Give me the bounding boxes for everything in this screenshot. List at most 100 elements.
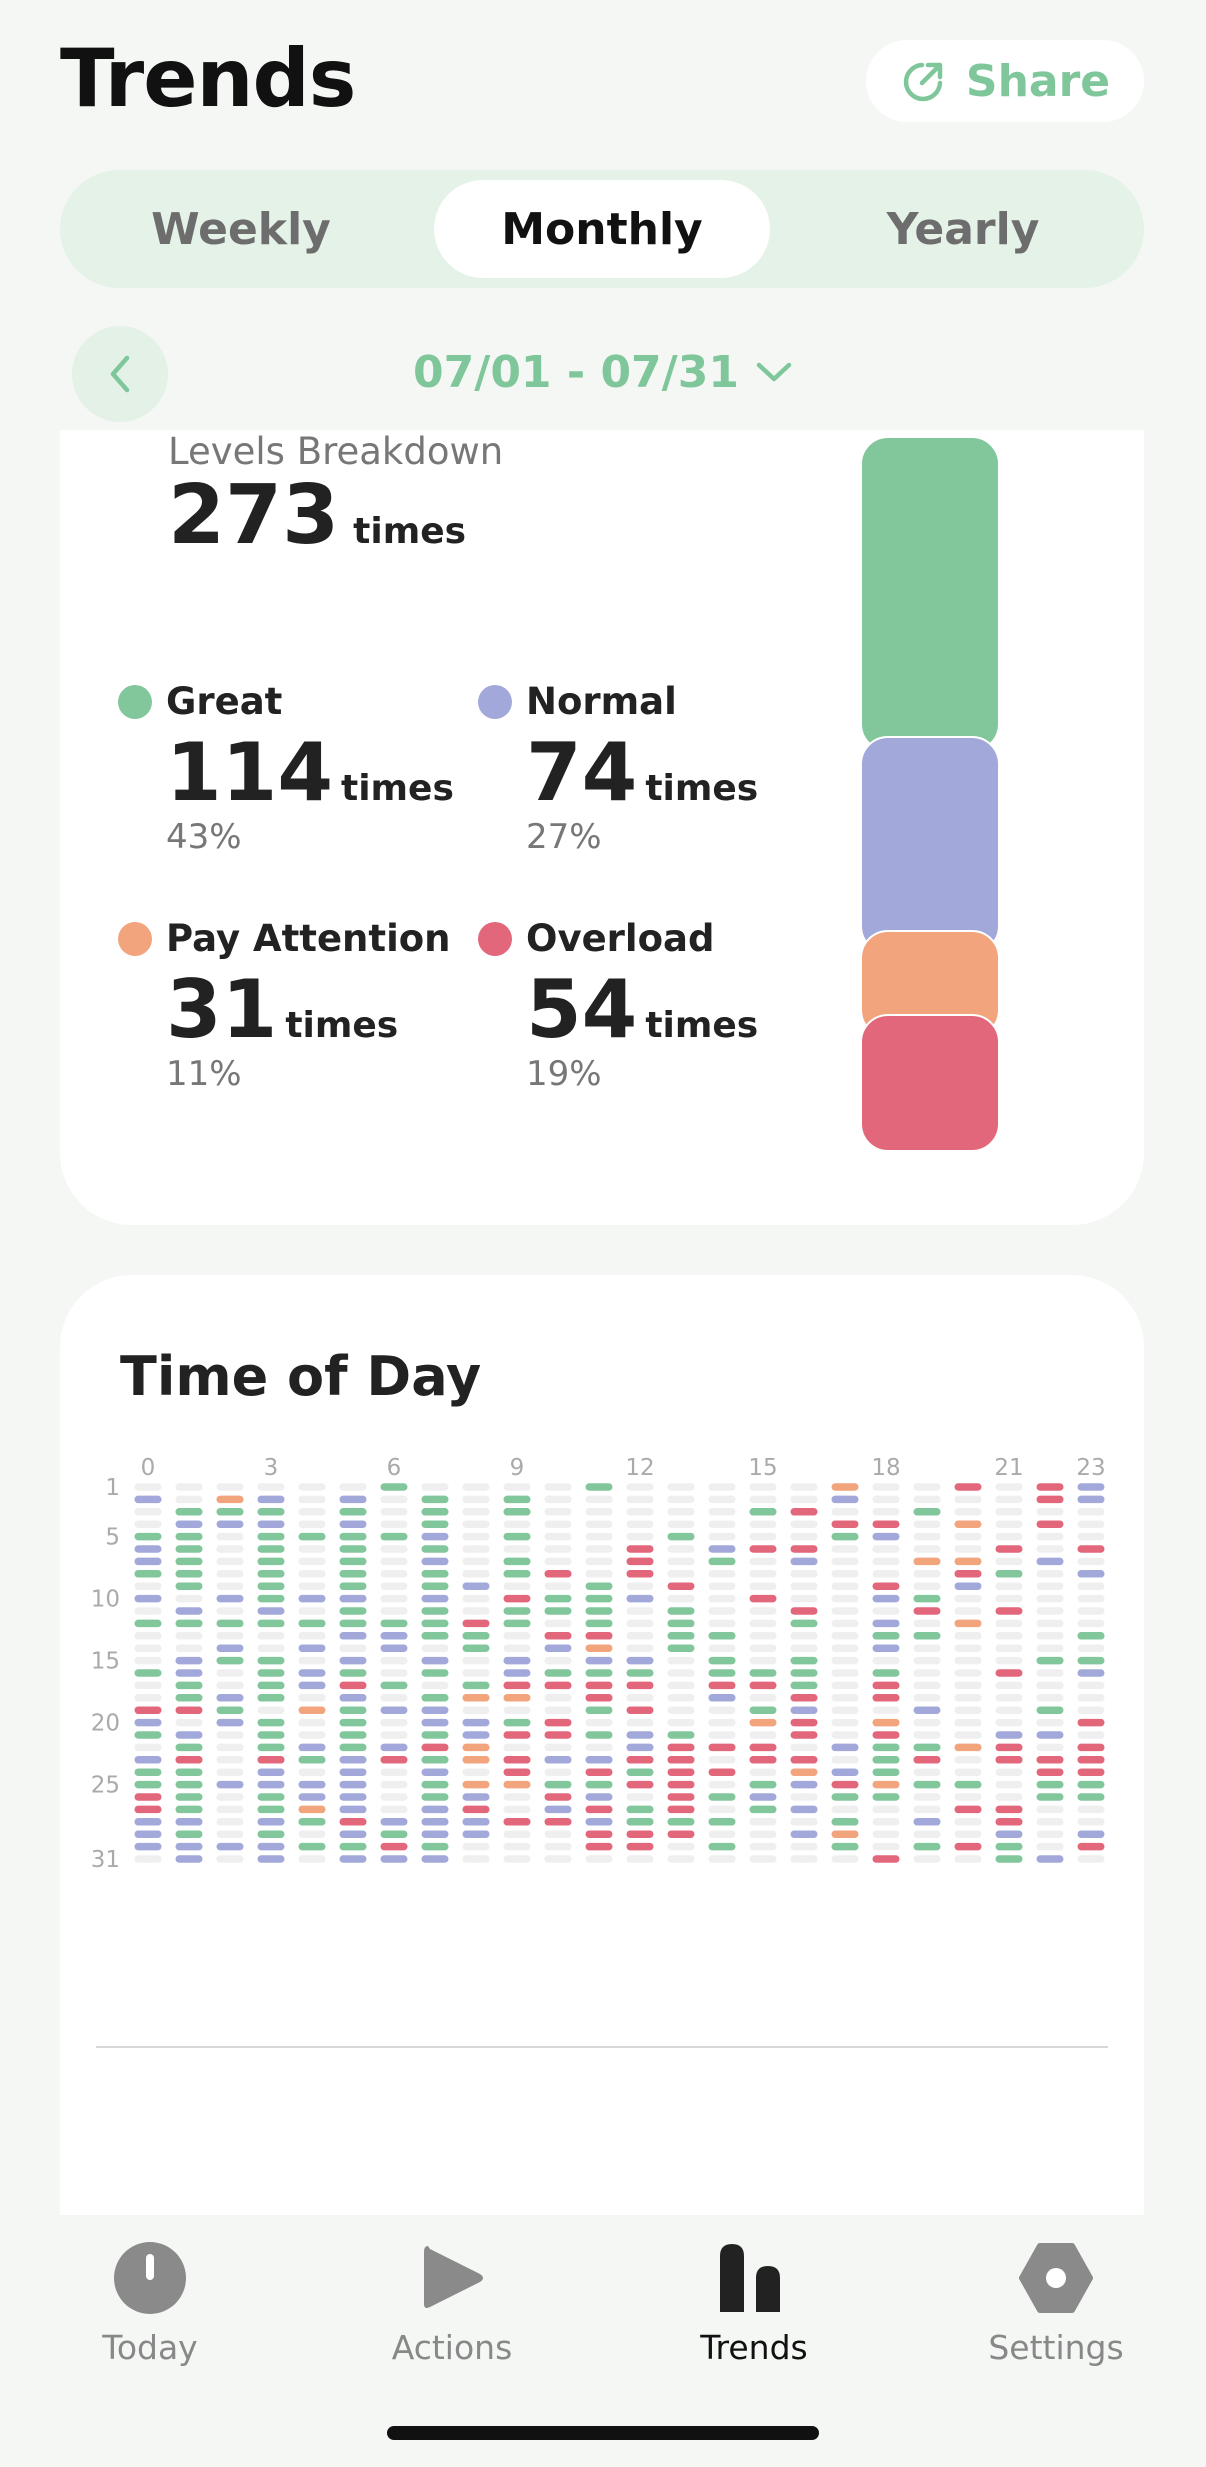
- heatmap-cell: [1077, 1570, 1105, 1578]
- heatmap-cell: [626, 1520, 654, 1528]
- heatmap-cell: [667, 1830, 695, 1838]
- tab-monthly[interactable]: Monthly: [434, 180, 770, 278]
- heatmap-cell: [790, 1656, 818, 1665]
- heatmap-cell: [544, 1731, 572, 1739]
- heatmap-cell: [831, 1830, 859, 1838]
- heatmap-cell: [298, 1483, 326, 1491]
- heatmap-cell: [667, 1718, 695, 1727]
- heatmap-cell: [1077, 1706, 1105, 1714]
- x-tick-label: 23: [1076, 1455, 1105, 1481]
- heatmap-cell: [626, 1669, 654, 1677]
- heatmap-cell: [175, 1718, 203, 1727]
- nav-item-settings[interactable]: Settings: [936, 2240, 1176, 2367]
- heatmap-cell: [544, 1570, 572, 1578]
- heatmap-cell: [913, 1483, 941, 1491]
- heatmap-cell: [216, 1619, 244, 1628]
- heatmap-cell: [503, 1607, 531, 1615]
- heatmap-cell: [380, 1607, 408, 1615]
- heatmap-cell: [626, 1632, 654, 1640]
- heatmap-cell: [954, 1706, 982, 1714]
- heatmap-cell: [339, 1842, 367, 1851]
- heatmap-cell: [339, 1483, 367, 1491]
- heatmap-cell: [872, 1743, 900, 1752]
- heatmap-cell: [872, 1731, 900, 1739]
- nav-item-today[interactable]: Today: [30, 2240, 270, 2367]
- heatmap-cell: [667, 1731, 695, 1739]
- heatmap-cell: [749, 1718, 777, 1727]
- nav-label: Settings: [988, 2328, 1124, 2367]
- heatmap-cell: [708, 1495, 736, 1504]
- heatmap-cell: [995, 1669, 1023, 1677]
- heatmap-cell: [544, 1483, 572, 1491]
- heatmap-cell: [1077, 1681, 1105, 1690]
- nav-item-trends[interactable]: Trends: [634, 2240, 874, 2367]
- heatmap-cell: [134, 1656, 162, 1665]
- heatmap-cell: [790, 1495, 818, 1504]
- heatmap-cell: [913, 1855, 941, 1863]
- heatmap-cell: [995, 1619, 1023, 1628]
- chevron-down-icon: [756, 362, 792, 382]
- heatmap-cell: [298, 1557, 326, 1566]
- tab-weekly[interactable]: Weekly: [151, 203, 331, 255]
- heatmap-cell: [134, 1855, 162, 1863]
- heatmap-cell: [298, 1508, 326, 1516]
- heatmap-cell: [503, 1508, 531, 1516]
- heatmap-cell: [380, 1681, 408, 1690]
- heatmap-cell: [831, 1483, 859, 1491]
- level-percent: 19%: [526, 1054, 602, 1094]
- heatmap-cell: [1036, 1805, 1064, 1814]
- y-tick-label: 20: [91, 1711, 120, 1737]
- heatmap-cell: [749, 1805, 777, 1814]
- heatmap-cell: [790, 1793, 818, 1801]
- heatmap-cell: [749, 1570, 777, 1578]
- heatmap-cell: [503, 1718, 531, 1727]
- heatmap-cell: [503, 1570, 531, 1578]
- heatmap-cell: [790, 1644, 818, 1652]
- heatmap-cell: [585, 1706, 613, 1714]
- heatmap-cell: [380, 1619, 408, 1628]
- heatmap-cell: [995, 1694, 1023, 1702]
- heatmap-cell: [790, 1545, 818, 1553]
- heatmap-cell: [585, 1607, 613, 1615]
- heatmap-cell: [585, 1694, 613, 1702]
- heatmap-cell: [216, 1669, 244, 1677]
- heatmap-cell: [503, 1656, 531, 1665]
- heatmap-cell: [257, 1520, 285, 1528]
- previous-period-button[interactable]: [72, 326, 168, 422]
- heatmap-cell: [667, 1508, 695, 1516]
- heatmap-cell: [421, 1632, 449, 1640]
- nav-item-actions[interactable]: Actions: [332, 2240, 572, 2367]
- heatmap-cell: [749, 1607, 777, 1615]
- heatmap-cell: [134, 1495, 162, 1504]
- heatmap-cell: [667, 1582, 695, 1590]
- heatmap-cell: [626, 1607, 654, 1615]
- total-count: 273: [168, 468, 340, 563]
- date-range-selector[interactable]: 07/01 - 07/31: [380, 340, 826, 404]
- heatmap-cell: [380, 1545, 408, 1553]
- heatmap-cell: [585, 1508, 613, 1516]
- heatmap-cell: [1036, 1793, 1064, 1801]
- heatmap-cell: [872, 1607, 900, 1615]
- heatmap-cell: [421, 1508, 449, 1516]
- heatmap-cell: [298, 1855, 326, 1863]
- heatmap-cell: [1036, 1619, 1064, 1628]
- heatmap-cell: [585, 1495, 613, 1504]
- heatmap-cell: [626, 1780, 654, 1789]
- heatmap-cell: [1036, 1508, 1064, 1516]
- heatmap-cell: [134, 1731, 162, 1739]
- heatmap-cell: [175, 1756, 203, 1764]
- heatmap-cell: [667, 1793, 695, 1801]
- heatmap-cell: [913, 1495, 941, 1504]
- tab-yearly[interactable]: Yearly: [886, 203, 1040, 255]
- heatmap-cell: [1077, 1780, 1105, 1789]
- heatmap-cell: [831, 1805, 859, 1814]
- heatmap-cell: [339, 1632, 367, 1640]
- heatmap-cell: [708, 1582, 736, 1590]
- share-button[interactable]: Share: [866, 40, 1144, 122]
- heatmap-cell: [749, 1694, 777, 1702]
- level-overload: Overload 54 times 19%: [478, 917, 758, 1094]
- heatmap-cell: [667, 1805, 695, 1814]
- heatmap-cell: [175, 1731, 203, 1739]
- heatmap-cell: [626, 1644, 654, 1652]
- heatmap-cell: [462, 1805, 490, 1814]
